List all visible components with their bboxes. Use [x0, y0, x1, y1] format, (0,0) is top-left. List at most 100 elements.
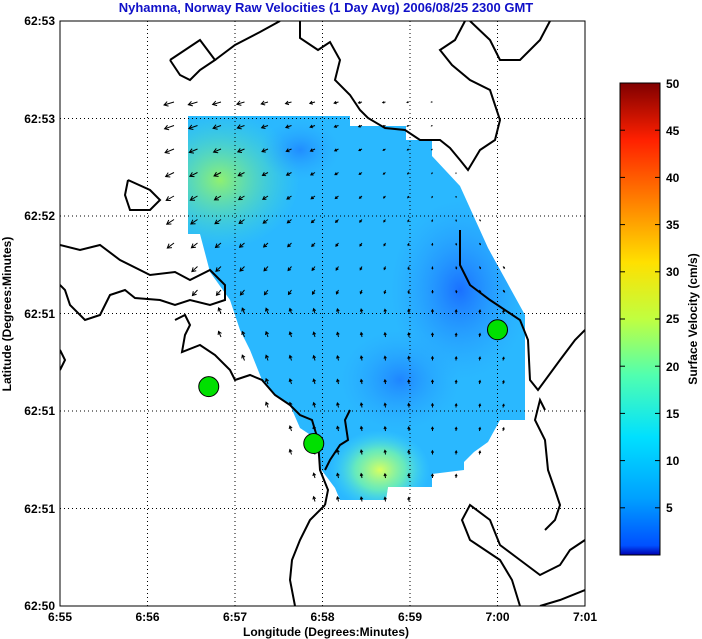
- velocity-arrow: [359, 219, 363, 223]
- velocity-arrow: [454, 402, 458, 408]
- velocity-arrow: [383, 378, 387, 385]
- velocity-arrow: [212, 148, 222, 154]
- velocity-arrow: [260, 124, 269, 130]
- velocity-arrow: [309, 172, 316, 176]
- velocity-arrow: [213, 171, 222, 177]
- velocity-arrow: [478, 309, 482, 314]
- y-tick-label: 62:53: [24, 14, 55, 28]
- velocity-arrow: [336, 307, 340, 314]
- velocity-arrow: [455, 219, 458, 222]
- velocity-arrow: [335, 242, 339, 247]
- velocity-arrow: [166, 242, 175, 249]
- velocity-arrow: [287, 266, 292, 272]
- velocity-arrow: [455, 289, 458, 294]
- velocity-arrow: [336, 331, 340, 338]
- velocity-arrow: [264, 307, 269, 314]
- x-tick-label: 7:00: [485, 610, 509, 624]
- velocity-arrow: [288, 331, 293, 338]
- velocity-arrow: [165, 219, 175, 225]
- velocity-arrow: [454, 449, 458, 455]
- colorbar-tick-label: 40: [666, 171, 680, 185]
- velocity-arrow: [262, 195, 269, 200]
- velocity-arrow: [455, 266, 458, 270]
- y-tick-label: 62:51: [24, 404, 55, 418]
- velocity-arrow: [237, 195, 245, 201]
- velocity-arrow: [188, 172, 198, 178]
- velocity-arrow: [312, 401, 317, 408]
- velocity-arrow: [502, 426, 505, 432]
- velocity-arrow: [479, 289, 482, 294]
- velocity-arrow: [430, 473, 435, 479]
- y-tick-label: 62:52: [24, 209, 55, 223]
- velocity-arrow: [164, 148, 175, 154]
- velocity-vectors: [163, 100, 506, 502]
- velocity-arrow: [336, 472, 340, 479]
- y-tick-label: 62:50: [24, 599, 55, 613]
- colorbar-ticks: [620, 82, 660, 509]
- colorbar-gradient: [620, 83, 660, 555]
- velocity-arrow: [214, 219, 222, 225]
- x-tick-label: 6:59: [398, 610, 422, 624]
- velocity-arrow: [430, 148, 433, 151]
- velocity-arrow: [263, 266, 269, 272]
- velocity-arrow: [286, 219, 292, 224]
- y-axis-label: Latitude (Degrees:Minutes): [0, 237, 14, 392]
- velocity-arrow: [284, 100, 292, 106]
- velocity-arrow: [431, 172, 433, 175]
- velocity-arrow: [382, 195, 386, 199]
- site-marker: [198, 376, 220, 398]
- velocity-arrow: [383, 402, 387, 408]
- velocity-arrow: [311, 242, 316, 248]
- velocity-arrow: [407, 219, 410, 223]
- velocity-arrow: [502, 356, 505, 361]
- velocity-arrow: [430, 125, 433, 127]
- velocity-arrow: [215, 289, 222, 296]
- velocity-arrow: [382, 148, 386, 151]
- velocity-arrow: [312, 472, 317, 479]
- colorbar-tick-label: 5: [666, 501, 673, 515]
- velocity-arrow: [357, 124, 363, 128]
- colorbar-tick-label: 30: [666, 265, 680, 279]
- x-tick-label: 6:57: [223, 610, 247, 624]
- colorbar-tick-label: 10: [666, 454, 680, 468]
- velocity-arrow: [430, 402, 435, 408]
- velocity-arrow: [479, 219, 481, 222]
- velocity-arrow: [406, 101, 410, 104]
- velocity-arrow: [359, 472, 364, 479]
- velocity-arrow: [336, 401, 340, 408]
- velocity-arrow: [288, 425, 293, 432]
- velocity-arrow: [235, 100, 245, 106]
- velocity-arrow: [407, 449, 411, 455]
- velocity-arrow: [455, 195, 457, 199]
- velocity-arrow: [336, 354, 340, 361]
- velocity-arrow: [358, 148, 363, 152]
- velocity-arrow: [333, 124, 339, 128]
- velocity-arrow: [359, 266, 363, 271]
- x-ticks: 6:55 6:56 6:57 6:58 6:59 7:00 7:01: [48, 610, 597, 624]
- velocity-arrow: [312, 378, 317, 385]
- velocity-arrow: [336, 378, 340, 385]
- velocity-arrow: [431, 195, 433, 199]
- velocity-arrow: [264, 330, 269, 338]
- velocity-arrow: [241, 354, 246, 361]
- velocity-arrow: [236, 124, 245, 130]
- velocity-arrow: [381, 101, 386, 104]
- velocity-arrow: [383, 242, 386, 247]
- colorbar-tick-label: 25: [666, 312, 680, 326]
- velocity-arrow: [238, 219, 245, 224]
- velocity-arrow: [407, 308, 411, 314]
- colorbar-tick-label: 50: [666, 77, 680, 91]
- velocity-arrow: [211, 100, 222, 107]
- velocity-arrow: [430, 308, 435, 314]
- velocity-arrow: [261, 172, 269, 177]
- velocity-arrow: [288, 401, 293, 408]
- velocity-arrow: [312, 307, 317, 314]
- velocity-arrow: [382, 172, 386, 175]
- velocity-arrow: [358, 195, 363, 199]
- velocity-arrow: [431, 289, 434, 294]
- velocity-arrow: [383, 266, 387, 271]
- velocity-arrow: [285, 148, 292, 153]
- colorbar: 50 45 40 35 30 25 20 15 10 5 Surface Vel…: [619, 77, 700, 556]
- velocity-arrow: [407, 195, 410, 199]
